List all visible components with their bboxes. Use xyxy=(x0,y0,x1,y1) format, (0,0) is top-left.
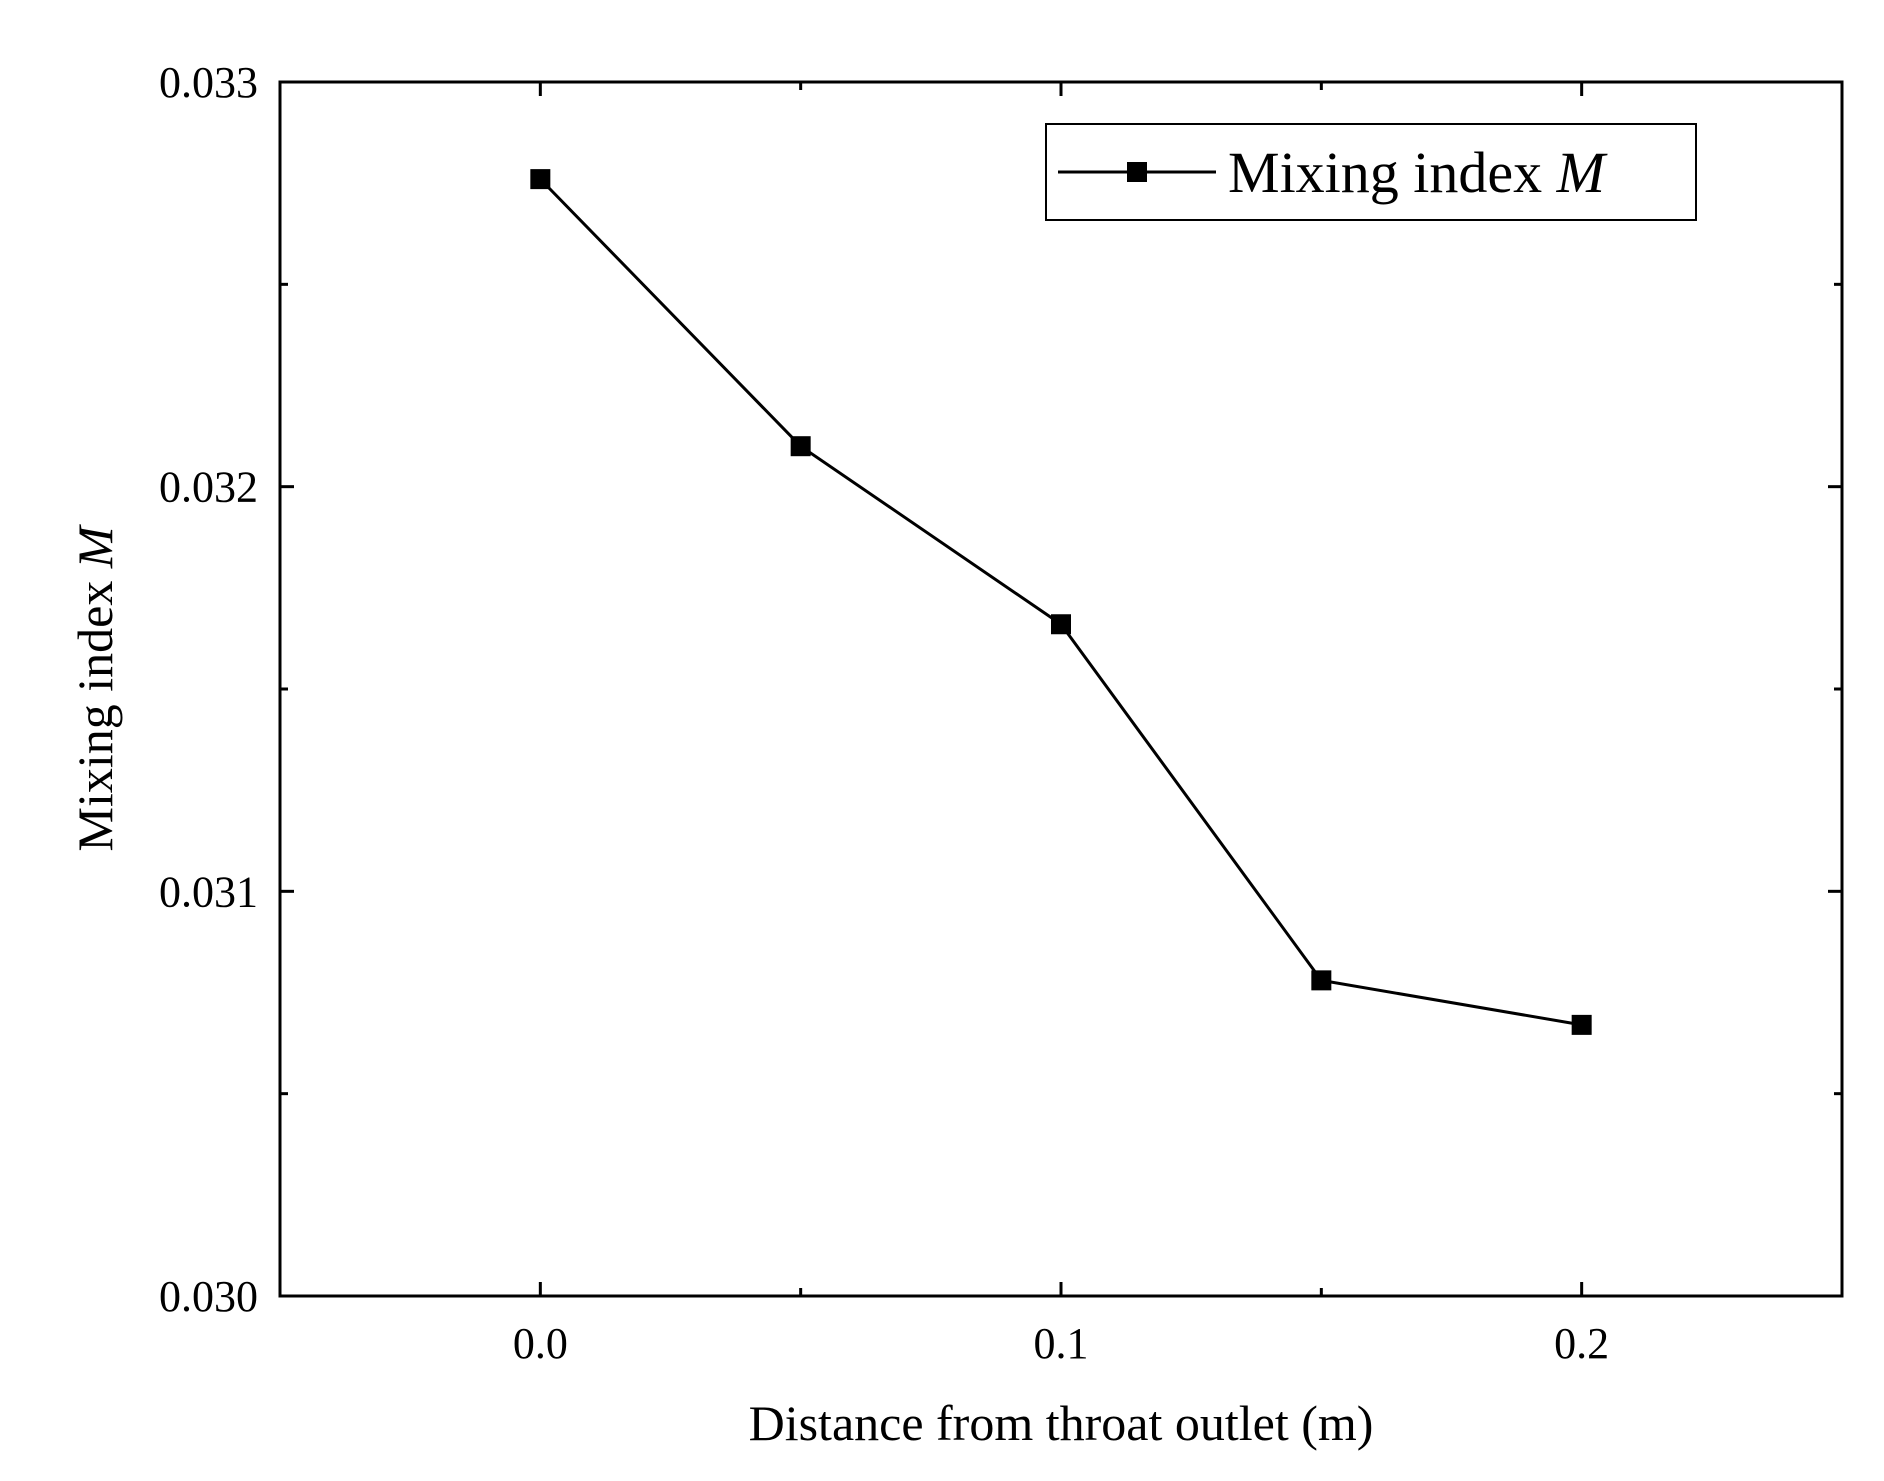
plot-border xyxy=(278,80,1844,1298)
x-tick-label: 0.1 xyxy=(1034,1319,1089,1368)
data-point-marker xyxy=(1311,970,1332,991)
y-axis-title-text: Mixing index xyxy=(67,568,123,851)
data-point-marker xyxy=(1051,614,1071,635)
data-point-marker xyxy=(530,169,551,190)
legend: Mixing index M xyxy=(1045,123,1697,221)
series-line xyxy=(539,178,1582,1027)
y-tick-label: 0.033 xyxy=(159,58,258,107)
legend-label-text: Mixing index xyxy=(1228,140,1557,205)
plot-frame xyxy=(278,80,1844,1298)
axis-ticks xyxy=(278,80,1844,1298)
x-tick-label: 0.2 xyxy=(1554,1319,1609,1368)
legend-marker-square xyxy=(1127,162,1147,182)
y-tick-label: 0.032 xyxy=(159,463,258,512)
x-axis-title: Distance from throat outlet (m) xyxy=(749,1395,1374,1451)
y-tick-label: 0.031 xyxy=(159,867,258,916)
y-axis-title-symbol: M xyxy=(67,524,123,569)
legend-label-symbol: M xyxy=(1556,140,1608,205)
x-tick-label: 0.0 xyxy=(513,1319,568,1368)
y-tick-label: 0.030 xyxy=(159,1272,258,1321)
series-layer xyxy=(530,169,1592,1035)
tick-labels: 0.0 0.1 0.2 0.030 0.031 0.032 0.033 xyxy=(159,58,1609,1368)
y-axis-title: Mixing index M xyxy=(67,524,123,851)
data-point-marker xyxy=(1571,1014,1592,1035)
legend-label: Mixing index M xyxy=(1228,140,1608,205)
data-point-marker xyxy=(790,436,811,457)
